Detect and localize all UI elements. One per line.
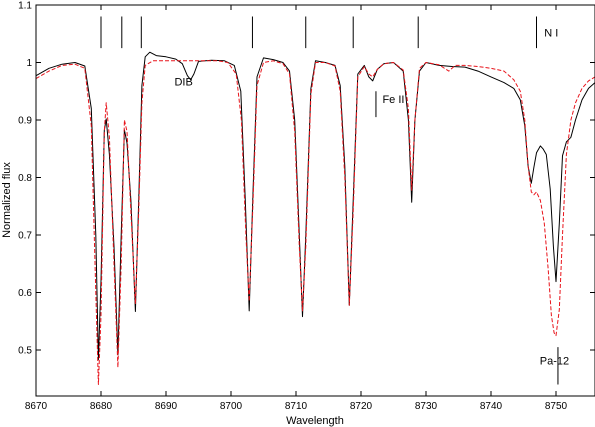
y-tick-label: 0.7 xyxy=(18,231,32,242)
series-line-2 xyxy=(36,60,595,385)
annotation-pa-12: Pa-12 xyxy=(540,355,569,367)
y-tick-label: 1 xyxy=(26,58,32,69)
annotation-dib: DIB xyxy=(174,77,192,89)
y-tick-label: 0.9 xyxy=(18,116,32,127)
axes: 8670 8680 8690 8700 8710 8720 8730 8740 8750 0.5 0… xyxy=(18,1,595,412)
y-axis-title: Normalized flux xyxy=(1,162,13,238)
plot-frame xyxy=(35,4,595,397)
series-line-1 xyxy=(36,51,595,361)
y-tick-label: 0.6 xyxy=(18,288,32,299)
annotation-n-i: N I xyxy=(544,28,558,40)
y-tick-label: 1.1 xyxy=(18,1,32,12)
x-tick-label: 8740 xyxy=(480,401,503,412)
x-tick-label: 8680 xyxy=(90,401,113,412)
x-tick-label: 8690 xyxy=(155,401,178,412)
x-tick-label: 8720 xyxy=(350,401,373,412)
x-tick-label: 8670 xyxy=(25,401,48,412)
line-marker-layer xyxy=(100,16,559,385)
annotations: N I DIB Fe II Pa-12 xyxy=(174,28,569,368)
x-tick-label: 8750 xyxy=(545,401,568,412)
x-tick-label: 8700 xyxy=(220,401,243,412)
x-tick-label: 8710 xyxy=(285,401,308,412)
annotation-fe-ii: Fe II xyxy=(382,94,404,106)
series-layer xyxy=(36,51,595,385)
x-axis-title: Wavelength xyxy=(286,415,344,427)
y-tick-label: 0.5 xyxy=(18,346,32,357)
x-tick-label: 8730 xyxy=(415,401,438,412)
y-tick-label: 0.8 xyxy=(18,173,32,184)
